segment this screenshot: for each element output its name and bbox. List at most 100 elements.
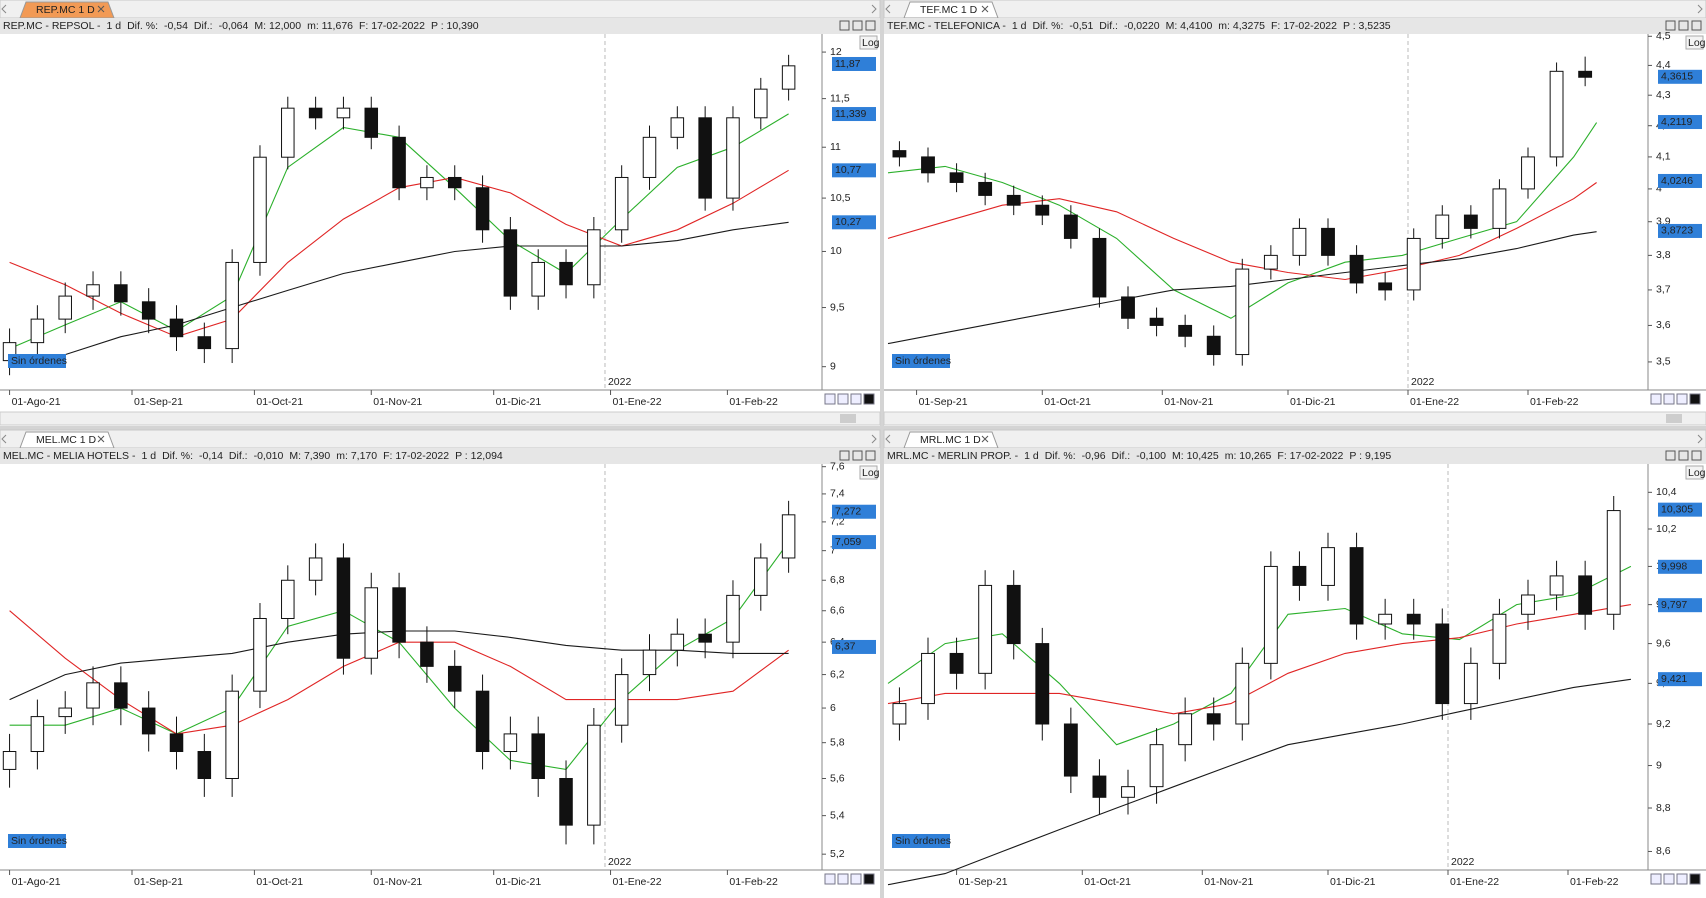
info-text: Dif.: <box>229 450 248 462</box>
candle-body <box>559 261 573 286</box>
candle-body <box>698 633 712 643</box>
toolbar-icon[interactable] <box>1676 873 1688 885</box>
window-button[interactable] <box>1665 20 1676 31</box>
candle-body <box>921 156 935 174</box>
log-button[interactable] <box>859 465 878 480</box>
candle-body <box>30 716 45 753</box>
toolbar-icon[interactable] <box>1650 393 1662 405</box>
info-text: Dif. %: <box>162 450 193 462</box>
candle-body <box>1121 786 1135 798</box>
toolbar-icon[interactable] <box>863 873 875 885</box>
window-button[interactable] <box>1691 20 1702 31</box>
tab-arrow <box>885 4 891 14</box>
candle-body <box>1292 227 1307 256</box>
info-text: m: 4,3275 <box>1218 20 1265 32</box>
chart-window: REP.MC 1 D REP.MC - REPSOL - 1 d Dif. %: -0,… <box>0 0 881 426</box>
info-text: -0,51 <box>1069 20 1093 32</box>
candle-body <box>1492 188 1507 229</box>
candle-body <box>1121 296 1135 319</box>
window-button[interactable] <box>852 20 863 31</box>
window-button[interactable] <box>839 450 850 461</box>
toolbar-icon[interactable] <box>824 873 836 885</box>
info-text: P : 10,390 <box>431 20 479 32</box>
candle-body <box>86 284 100 297</box>
toolbar-icon[interactable] <box>1650 873 1662 885</box>
info-text: F: 17-02-2022 <box>1277 450 1343 462</box>
window-button[interactable] <box>839 20 850 31</box>
candle-body <box>559 777 573 826</box>
scrollbar <box>0 411 881 426</box>
tab-close[interactable] <box>97 5 105 13</box>
toolbar-icon[interactable] <box>1676 393 1688 405</box>
window-button[interactable] <box>1678 20 1689 31</box>
log-button[interactable] <box>859 35 878 50</box>
info-text: F: 17-02-2022 <box>359 20 425 32</box>
candle-body <box>949 652 964 674</box>
y-tick-label: 3,5 <box>1656 356 1671 368</box>
toolbar-icon[interactable] <box>824 393 836 405</box>
x-tick-label: 01-Oct-21 <box>256 396 303 408</box>
candle-body <box>447 176 462 189</box>
window-button[interactable] <box>865 450 876 461</box>
info-text: 1 d <box>106 20 121 32</box>
log-button[interactable] <box>1685 35 1704 50</box>
y-tick-label: 10 <box>830 245 842 257</box>
candle-body <box>1378 613 1393 625</box>
y-tick-label: 6 <box>830 702 836 714</box>
toolbar-icon[interactable] <box>1689 873 1701 885</box>
candle-body <box>1435 623 1450 705</box>
toolbar-icon[interactable] <box>837 873 849 885</box>
y-tick-label: 3,7 <box>1656 284 1671 296</box>
y-tick-label: 4,1 <box>1656 151 1671 163</box>
y-tick-label: 10,2 <box>1656 523 1677 535</box>
toolbar-icon[interactable] <box>1689 393 1701 405</box>
log-button[interactable] <box>1685 465 1704 480</box>
toolbar-icon[interactable] <box>850 873 862 885</box>
scroll-thumb[interactable] <box>840 414 856 423</box>
x-tick-label: 01-Oct-21 <box>1044 396 1091 408</box>
window-button[interactable] <box>1691 450 1702 461</box>
price-label-box <box>1658 173 1702 188</box>
y-tick-label: 3,6 <box>1656 319 1671 331</box>
window-button[interactable] <box>1665 450 1676 461</box>
toolbar-icon[interactable] <box>1663 873 1675 885</box>
y-tick-label: 9 <box>1656 759 1662 771</box>
x-tick-label: 01-Dic-21 <box>1290 396 1336 408</box>
price-label-box <box>832 56 876 71</box>
tab-close[interactable] <box>981 435 989 443</box>
candle-body <box>1349 254 1364 284</box>
toolbar-icon[interactable] <box>850 393 862 405</box>
candle-body <box>587 724 601 826</box>
toolbar-icon[interactable] <box>837 393 849 405</box>
info-text: -0,96 <box>1082 450 1106 462</box>
candle-body <box>1578 70 1593 78</box>
candle-body <box>1235 268 1250 356</box>
tab-arrow <box>1 4 7 14</box>
info-text: Dif.: <box>1112 450 1131 462</box>
window-button[interactable] <box>865 20 876 31</box>
candle-body <box>698 117 712 199</box>
tab-close[interactable] <box>97 435 105 443</box>
candle-body <box>531 733 545 779</box>
candle-body <box>392 587 406 643</box>
candle-body <box>670 633 685 651</box>
candle-body <box>253 617 267 692</box>
candle-body <box>336 107 351 119</box>
toolbar-icon[interactable] <box>1663 393 1675 405</box>
info-text: TEF.MC - TELEFONICA - <box>887 20 1006 32</box>
status-box <box>8 354 66 368</box>
y-tick-label: 9,5 <box>830 301 845 313</box>
y-tick-label: 7,6 <box>830 460 845 472</box>
tab-label: REP.MC 1 D <box>36 4 95 16</box>
tab-close[interactable] <box>981 5 989 13</box>
toolbar-icon[interactable] <box>863 393 875 405</box>
window-button[interactable] <box>1678 450 1689 461</box>
price-label-box <box>832 215 876 230</box>
scroll-thumb[interactable] <box>1666 414 1682 423</box>
window-button[interactable] <box>852 450 863 461</box>
y-tick-label: 4 <box>1656 183 1662 195</box>
info-text: -0,100 <box>1136 450 1166 462</box>
candle-body <box>1463 214 1478 229</box>
